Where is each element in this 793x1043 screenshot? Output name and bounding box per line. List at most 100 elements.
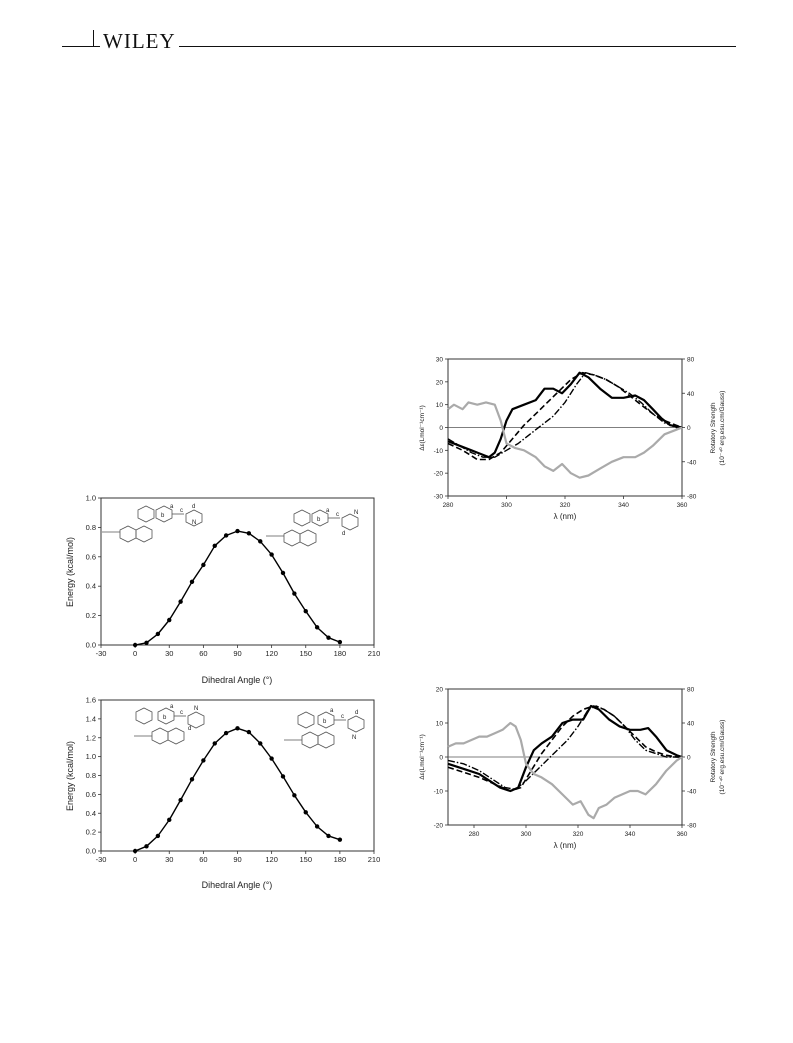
data-point [189,777,195,782]
y2-tick-label: -40 [687,459,697,466]
series-line-solid-black [447,371,683,459]
y-tick-label: 10 [436,402,444,409]
data-point [280,774,286,779]
structure-label: N [194,706,198,712]
energy-profile-chart-2: -30 0 30 60 90 120 150 180 210 0.0 0.2 0.4 0.6 0.8 1.… [65,696,381,891]
y2-axis-unit: (10⁻⁴⁰ erg.esu.cm/Gauss) [718,720,726,795]
y2-axis-label: Rotatory Strength [710,402,717,453]
x-tick-label: 0 [133,649,137,658]
data-point [326,635,331,640]
x-tick-label: 320 [560,502,571,509]
pyridine-ring [187,711,205,729]
y-axis-label: Energy (kcal/mol) [65,537,75,607]
y-tick-label: 1.2 [86,733,96,742]
x-tick-label: 150 [299,855,312,864]
y-tick-label: 1.6 [86,696,96,705]
structure-label: N [354,510,358,516]
structure-label: b [161,513,165,519]
structure-label: b [317,517,321,523]
data-point [132,642,138,648]
series-line-dashdot-black [447,705,682,791]
data-point [132,848,138,854]
y2-tick-label: 0 [687,425,691,432]
x-tick-label: -30 [96,649,107,658]
y2-axis-ticks: -80 -40 0 40 80 [682,357,697,501]
y-tick-label: 20 [436,379,444,386]
x-tick-label: 120 [265,649,278,658]
fluorene-ring [135,707,153,725]
phenyl-ring [311,509,329,527]
data-point [269,552,274,557]
data-point [144,844,149,849]
y-tick-label: -10 [434,448,444,455]
fluorene-ring [299,529,317,547]
header-tick-mark [93,30,94,47]
molecule-structure-left: a b c N d [134,704,205,745]
fluorene-ring [297,711,315,729]
data-point [292,591,297,596]
structure-label: b [163,715,167,721]
data-point [167,817,172,823]
fluorene-ring [317,731,335,749]
publisher-logo: WILEY [100,29,179,53]
x-axis-ticks: -30 0 30 60 90 120 150 180 210 [96,645,381,658]
pyridine-ring [185,509,203,527]
structure-label: b [323,719,327,725]
y-axis-label: Δε(Lmol⁻¹cm⁻¹) [419,734,426,780]
phenyl-ring [155,505,173,523]
data-point [178,599,183,604]
structure-label: a [170,504,174,510]
pyridine-ring [347,715,365,733]
x-tick-label: 210 [368,855,381,864]
fluorene-ring [137,505,155,523]
y-tick-label: 0 [439,425,443,432]
series-line-dashed-black [447,705,682,792]
x-tick-label: 320 [573,831,584,838]
pyridine-ring [341,513,359,531]
y-tick-label: 0.0 [86,847,96,856]
phenyl-ring [317,711,335,729]
y-tick-label: 0.4 [86,582,96,591]
data-point [212,741,217,746]
y-tick-label: 0.6 [86,790,96,799]
structure-label: a [170,704,174,710]
publisher-name: WILEY [103,29,176,53]
data-series [447,704,683,820]
data-point [235,528,240,534]
series-line-dashed-black [447,371,683,461]
header-rule [62,46,736,47]
data-point [223,730,229,736]
data-point [269,756,274,761]
structure-label: N [352,735,356,741]
x-axis-ticks: 280 300 320 340 360 [443,496,688,509]
y2-tick-label: 0 [687,755,691,762]
data-series [132,726,343,854]
y-tick-label: 1.0 [86,752,96,761]
x-tick-label: 210 [368,649,381,658]
data-point [246,531,252,536]
y-tick-label: -30 [434,494,444,501]
y-tick-label: 0.8 [86,523,96,532]
fluorene-ring [135,525,153,543]
series-line-dashdot-black [447,372,682,458]
y-axis-label: Energy (kcal/mol) [65,741,75,811]
y-tick-label: -10 [434,789,444,796]
structure-label: c [180,508,183,514]
data-series [132,528,343,648]
y2-tick-label: -40 [687,789,697,796]
x-tick-label: 360 [677,502,688,509]
x-tick-label: 120 [265,855,278,864]
y2-tick-label: 80 [687,687,695,694]
y-tick-label: 0.8 [86,771,96,780]
structure-label: d [188,726,191,732]
x-tick-label: 0 [133,855,137,864]
y-tick-label: 0 [439,755,443,762]
x-tick-label: 60 [199,855,207,864]
x-tick-label: 360 [677,831,688,838]
data-point [155,833,161,839]
series-line-solid-gray [447,721,683,820]
y-tick-label: 0.2 [86,611,96,620]
y-tick-label: 1.0 [86,494,96,503]
y2-axis-unit: (10⁻⁴⁰ erg.esu.cm/Gauss) [718,391,726,466]
